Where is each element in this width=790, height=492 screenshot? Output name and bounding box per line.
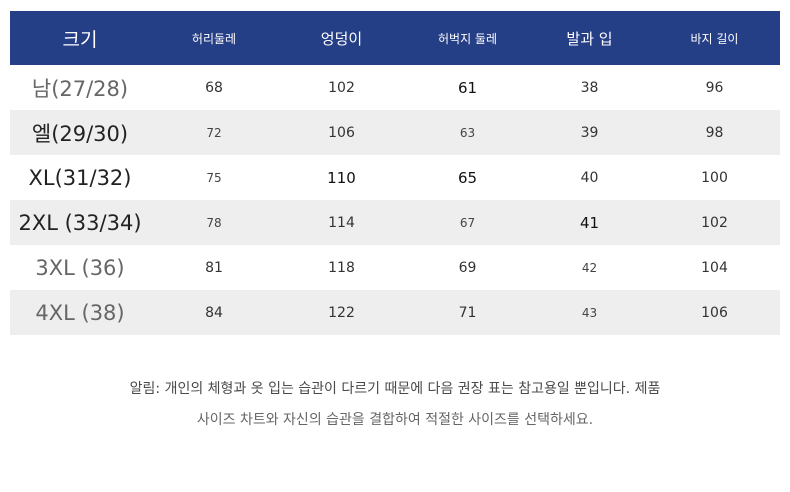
table-row: 3XL (36) 81 118 69 42 104 [10,245,780,290]
pants-length-cell: 106 [701,304,728,321]
hip-cell: 118 [328,259,355,276]
table-row: 2XL (33/34) 78 114 67 41 102 [10,200,780,245]
size-cell: 3XL (36) [35,255,125,280]
pants-length-cell: 104 [701,259,728,276]
thigh-cell: 69 [458,259,477,276]
hip-cell: 102 [328,79,355,96]
table-row: 남(27/28) 68 102 61 38 96 [10,65,780,110]
waist-cell: 78 [206,215,222,230]
pants-length-cell: 98 [705,124,724,141]
pants-length-cell: 100 [701,169,728,186]
thigh-cell: 61 [457,78,478,97]
hip-cell: 114 [328,214,355,231]
header-pants-length: 바지 길이 [690,31,739,46]
notice-line-1: 알림: 개인의 체형과 옷 입는 습관이 다르기 때문에 다음 권장 표는 참고… [129,381,661,397]
table-header-row: 크기 허리둘레 엉덩이 허벅지 둘레 발과 입 바지 길이 [10,11,780,65]
header-thigh: 허벅지 둘레 [437,31,497,46]
thigh-cell: 63 [459,125,476,140]
leg-opening-cell: 42 [581,260,598,275]
header-leg-opening: 발과 입 [566,29,613,48]
table-row: 엘(29/30) 72 106 63 39 98 [10,110,780,155]
waist-cell: 81 [205,259,223,276]
hip-cell: 106 [328,124,355,141]
leg-opening-cell: 41 [579,213,600,232]
size-cell: XL(31/32) [28,165,132,190]
size-cell: 엘(29/30) [31,121,129,146]
waist-cell: 72 [206,125,222,140]
header-size: 크기 [62,28,98,51]
leg-opening-cell: 40 [580,169,599,186]
notice-line-2: 사이즈 차트와 자신의 습관을 결합하여 적절한 사이즈를 선택하세요. [196,412,594,428]
size-cell: 남(27/28) [31,76,129,101]
hip-cell: 122 [328,304,355,321]
leg-opening-cell: 39 [580,124,599,141]
thigh-cell: 67 [459,215,476,230]
size-cell: 2XL (33/34) [18,210,142,235]
waist-cell: 75 [206,170,222,185]
waist-cell: 68 [205,79,223,96]
hip-cell: 110 [327,168,356,187]
table-row: 4XL (38) 84 122 71 43 106 [10,290,780,335]
leg-opening-cell: 43 [581,305,598,320]
waist-cell: 84 [205,304,223,321]
pants-length-cell: 102 [701,214,728,231]
header-waist: 허리둘레 [191,31,237,46]
header-hip: 엉덩이 [320,29,363,48]
pants-length-cell: 96 [705,79,724,96]
thigh-cell: 71 [458,304,477,321]
size-cell: 4XL (38) [35,300,125,325]
size-chart-table: 크기 허리둘레 엉덩이 허벅지 둘레 발과 입 바지 길이 남(27/28) 6… [10,11,780,335]
thigh-cell: 65 [457,168,478,187]
leg-opening-cell: 38 [580,79,599,96]
table-row: XL(31/32) 75 110 65 40 100 [10,155,780,200]
